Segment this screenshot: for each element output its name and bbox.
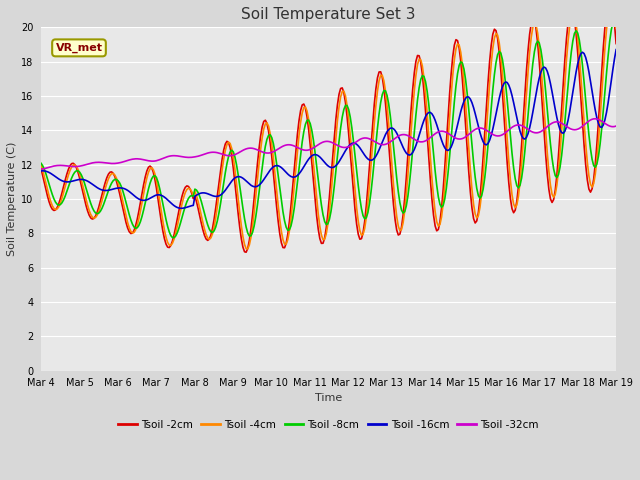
Text: VR_met: VR_met (56, 43, 102, 53)
Legend: Tsoil -2cm, Tsoil -4cm, Tsoil -8cm, Tsoil -16cm, Tsoil -32cm: Tsoil -2cm, Tsoil -4cm, Tsoil -8cm, Tsoi… (114, 416, 543, 434)
Y-axis label: Soil Temperature (C): Soil Temperature (C) (7, 142, 17, 256)
X-axis label: Time: Time (315, 393, 342, 403)
Title: Soil Temperature Set 3: Soil Temperature Set 3 (241, 7, 416, 22)
